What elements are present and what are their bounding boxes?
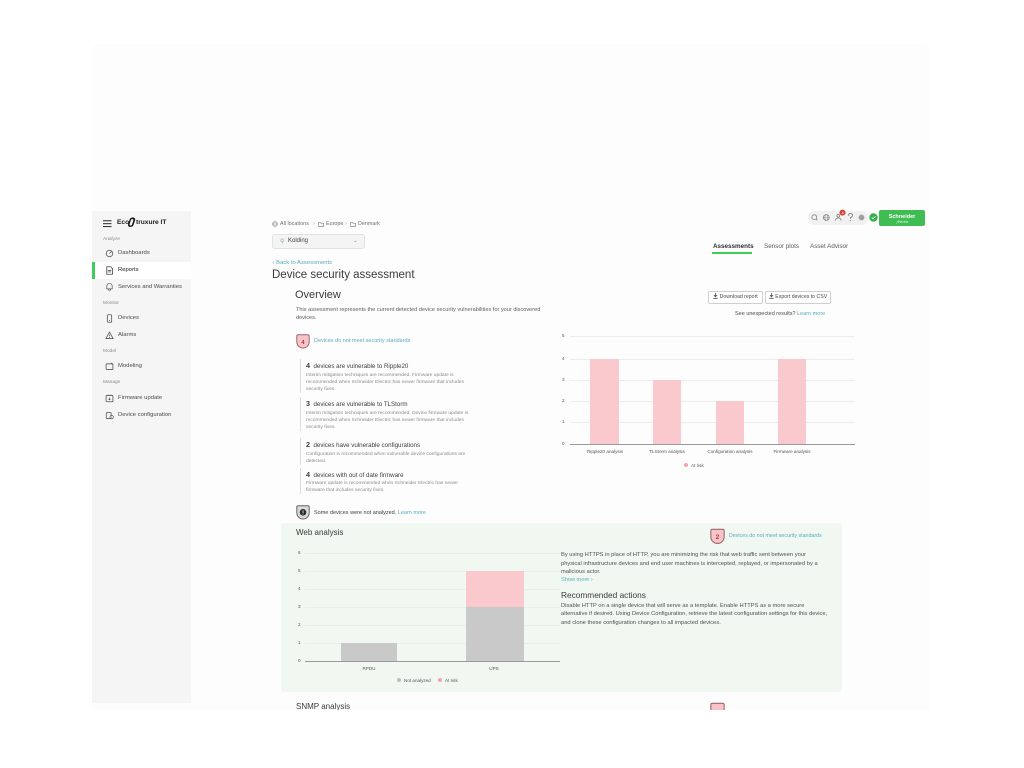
svg-text:4: 4 [301,340,305,346]
svg-text:4: 4 [841,211,844,216]
svg-text:!: ! [302,511,304,517]
svg-text:2: 2 [716,534,720,541]
